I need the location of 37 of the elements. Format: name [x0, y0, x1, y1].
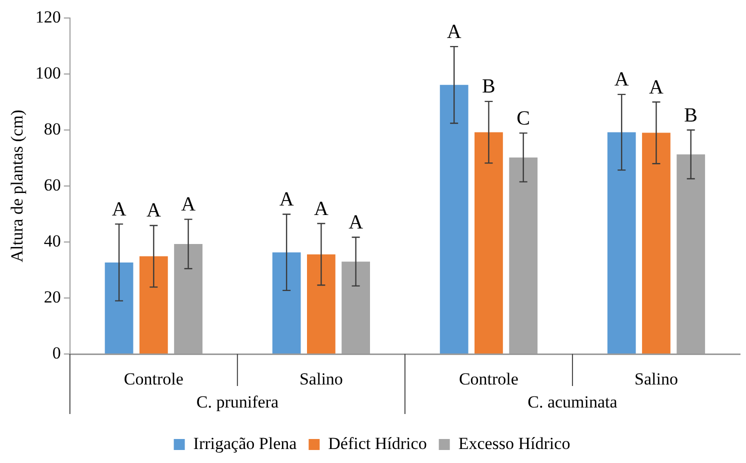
data-label: A: [614, 68, 630, 91]
y-tick-label: 20: [44, 287, 61, 306]
x-tick-label: Controle: [458, 370, 518, 389]
y-axis-title: Altura de plantas (cm): [8, 110, 27, 262]
data-label: A: [446, 20, 462, 43]
y-tick-label: 40: [44, 231, 61, 250]
bar: [272, 252, 301, 354]
data-label: C: [516, 107, 530, 130]
data-label: A: [146, 200, 162, 222]
data-label: A: [279, 188, 294, 211]
legend-label: Excesso Hídrico: [458, 434, 570, 453]
legend-label: Défict Hídrico: [328, 434, 427, 453]
legend-label: Irrigação Plena: [193, 434, 298, 453]
data-label: A: [112, 198, 127, 220]
text: C. prunifera: [196, 392, 279, 412]
bar: [474, 132, 503, 354]
y-tick-label: 60: [44, 175, 61, 194]
x-tick-label: Salino: [299, 370, 343, 389]
bar: [306, 254, 336, 354]
bar: [139, 256, 168, 354]
text: C. acuminata: [528, 392, 618, 412]
y-tick-label: 80: [44, 119, 61, 138]
bar: [642, 132, 670, 354]
bar: [607, 132, 636, 354]
data-label: A: [348, 211, 364, 234]
bar: [440, 84, 468, 354]
bar: [104, 262, 134, 354]
y-tick-label: 100: [35, 63, 61, 82]
x-tick-label: Salino: [634, 370, 678, 389]
y-tick-label: 0: [52, 343, 61, 362]
x-tick-label: Controle: [124, 370, 184, 389]
data-label: B: [482, 76, 496, 98]
data-label: B: [684, 104, 698, 126]
data-label: A: [649, 76, 664, 98]
y-tick-label: 120: [35, 7, 61, 26]
data-label: A: [181, 194, 196, 216]
data-label: A: [314, 198, 329, 220]
